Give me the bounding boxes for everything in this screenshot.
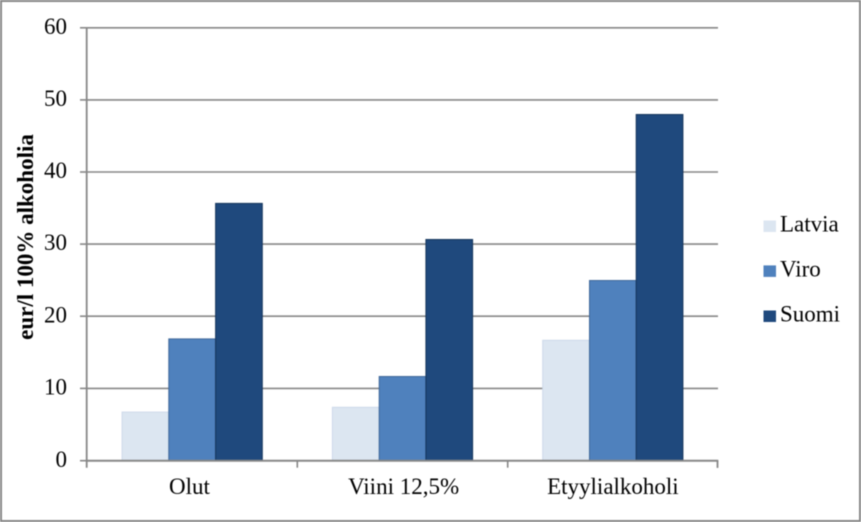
svg-text:Viini 12,5%: Viini 12,5% — [348, 474, 459, 499]
svg-text:50: 50 — [44, 86, 67, 111]
svg-text:10: 10 — [44, 375, 67, 400]
svg-text:20: 20 — [44, 302, 67, 327]
svg-text:60: 60 — [44, 14, 67, 39]
svg-text:Latvia: Latvia — [780, 212, 839, 237]
svg-text:Etyylialkoholi: Etyylialkoholi — [547, 474, 679, 499]
svg-text:Suomi: Suomi — [780, 301, 840, 326]
svg-text:Olut: Olut — [169, 474, 211, 499]
svg-text:eur/l 100% alkoholia: eur/l 100% alkoholia — [13, 134, 38, 340]
svg-text:Viro: Viro — [780, 256, 821, 281]
svg-text:0: 0 — [56, 447, 68, 472]
svg-text:30: 30 — [44, 230, 67, 255]
svg-text:40: 40 — [44, 158, 67, 183]
